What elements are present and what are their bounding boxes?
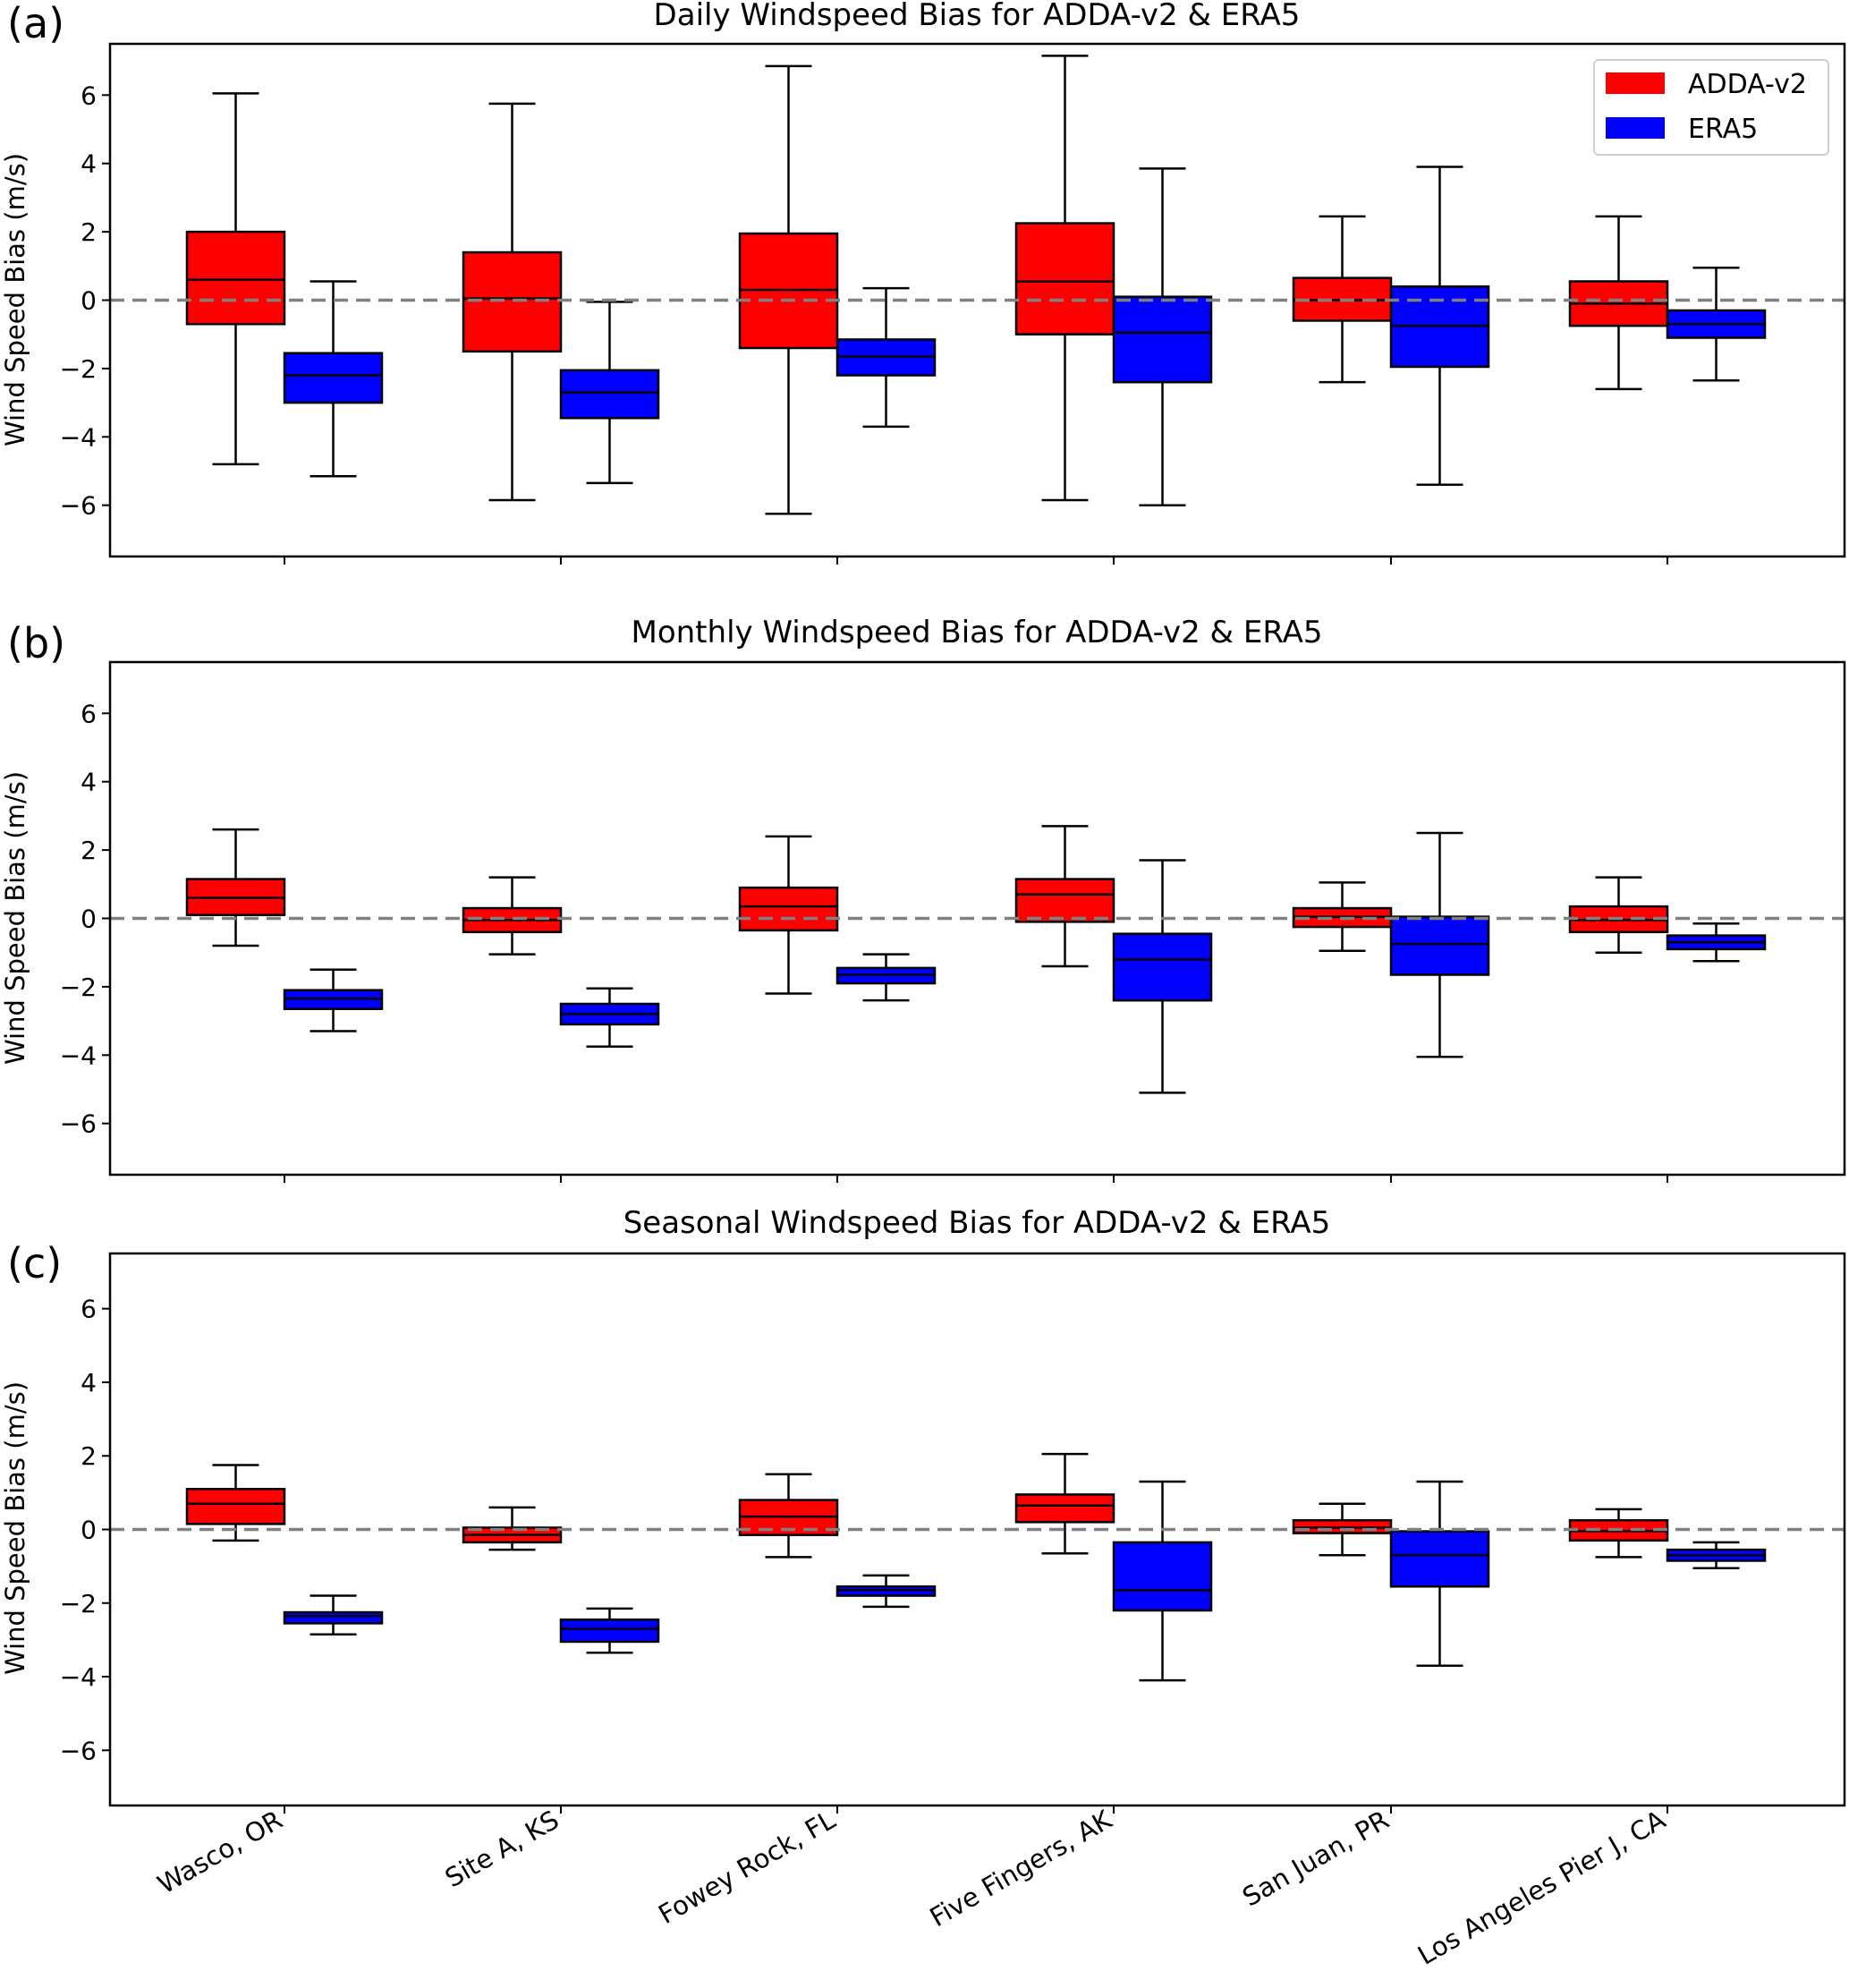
box-adda-v2 (1568, 215, 1669, 391)
box-era5 (835, 953, 937, 1002)
y-tick-label: −4 (60, 422, 97, 452)
y-tick-label: 4 (81, 768, 97, 797)
legend-swatch-era5 (1606, 117, 1665, 139)
y-tick-label: 0 (81, 1516, 97, 1545)
x-tick-label: Five Fingers, AK (925, 1804, 1118, 1933)
y-axis-label: Wind Speed Bias (m/s) (0, 771, 30, 1065)
panel-label: (b) (7, 619, 65, 667)
x-tick-label: Site A, KS (440, 1805, 564, 1894)
legend-swatch-adda (1606, 72, 1665, 94)
box-adda-v2 (738, 1473, 839, 1559)
box-adda-v2 (185, 828, 286, 947)
plot-frame (108, 660, 1846, 1177)
y-tick-label: 4 (81, 1368, 97, 1398)
y-axis-label: Wind Speed Bias (m/s) (0, 1381, 30, 1675)
box-adda-v2 (462, 102, 563, 502)
y-axis-label: Wind Speed Bias (m/s) (0, 153, 30, 446)
box-era5 (283, 280, 384, 478)
x-tick-labels: Wasco, OR Site A, KS Fowey Rock, FL Five… (152, 1804, 1670, 1971)
box-era5 (559, 1607, 660, 1654)
panel-b: (b) Monthly Windspeed Bias for ADDA-v2 &… (0, 615, 1846, 1183)
box-era5 (283, 968, 384, 1032)
x-tick-label: San Juan, PR (1237, 1805, 1394, 1913)
panel-label: (c) (7, 1239, 62, 1287)
y-tick-label: −4 (60, 1662, 97, 1692)
box-adda-v2 (1014, 1452, 1115, 1555)
y-tick-label: 0 (81, 905, 97, 934)
box-adda-v2 (1014, 825, 1115, 968)
y-tick-label: −6 (60, 1736, 97, 1765)
box-iqr (462, 251, 563, 353)
x-tick-label: Los Angeles Pier J, CA (1412, 1805, 1671, 1971)
y-tick-label: −6 (60, 491, 97, 521)
box-era5 (1389, 831, 1490, 1058)
box-adda-v2 (185, 1464, 286, 1542)
y-tick-label: −4 (60, 1041, 97, 1070)
y-tick-label: 0 (81, 286, 97, 316)
chart-title: Seasonal Windspeed Bias for ADDA-v2 & ER… (623, 1205, 1331, 1241)
box-adda-v2 (738, 64, 839, 515)
box-era5 (1112, 859, 1213, 1094)
x-tick-label: Fowey Rock, FL (653, 1805, 840, 1930)
box-era5 (1666, 922, 1767, 963)
y-tick-label: 6 (81, 81, 97, 110)
y-tick-label: −6 (60, 1109, 97, 1139)
box-era5 (559, 301, 660, 485)
box-era5 (283, 1594, 384, 1635)
box-era5 (1112, 1480, 1213, 1682)
box-iqr (1014, 1493, 1115, 1524)
legend: ADDA-v2 ERA5 (1593, 59, 1829, 156)
box-era5 (1666, 266, 1767, 382)
box-iqr (559, 369, 660, 420)
box-adda-v2 (462, 876, 563, 956)
panel-label: (a) (7, 0, 64, 47)
y-tick-label: 6 (81, 1295, 97, 1324)
chart-title: Daily Windspeed Bias for ADDA-v2 & ERA5 (654, 0, 1301, 33)
box-adda-v2 (462, 1506, 563, 1551)
box-iqr (1389, 1530, 1490, 1588)
box-iqr (738, 886, 839, 932)
box-iqr (1112, 1541, 1213, 1612)
chart-title: Monthly Windspeed Bias for ADDA-v2 & ERA… (632, 615, 1323, 650)
box-era5 (1389, 166, 1490, 487)
y-tick-label: −2 (60, 973, 97, 1002)
box-era5 (1666, 1541, 1767, 1569)
box-iqr (283, 352, 384, 404)
box-era5 (1389, 1480, 1490, 1667)
box-iqr (185, 230, 286, 326)
plot-frame (108, 42, 1846, 558)
box-iqr (559, 1618, 660, 1644)
box-adda-v2 (1568, 876, 1669, 954)
box-iqr (1014, 878, 1115, 923)
box-iqr (185, 1488, 286, 1525)
legend-label-adda: ADDA-v2 (1688, 69, 1807, 100)
y-tick-label: −2 (60, 354, 97, 384)
y-tick-label: 2 (81, 217, 97, 247)
y-tick-label: 2 (81, 836, 97, 865)
y-tick-label: 4 (81, 149, 97, 179)
y-tick-label: 6 (81, 699, 97, 728)
plot-frame (108, 1252, 1846, 1807)
box-iqr (1389, 915, 1490, 976)
box-iqr (1112, 295, 1213, 384)
panel-c: (c) Seasonal Windspeed Bias for ADDA-v2 … (0, 1205, 1846, 1814)
legend-label-era5: ERA5 (1688, 114, 1758, 145)
box-adda-v2 (738, 835, 839, 995)
box-adda-v2 (1292, 881, 1393, 953)
x-tick-label: Wasco, OR (152, 1805, 287, 1900)
box-era5 (835, 286, 937, 429)
box-adda-v2 (1568, 1508, 1669, 1559)
box-era5 (1112, 167, 1213, 506)
box-iqr (1112, 932, 1213, 1002)
panel-a: (a) Daily Windspeed Bias for ADDA-v2 & E… (0, 0, 1846, 565)
y-tick-label: −2 (60, 1589, 97, 1618)
y-tick-label: 2 (81, 1441, 97, 1471)
box-era5 (835, 1574, 937, 1609)
box-adda-v2 (185, 92, 286, 466)
box-iqr (283, 1610, 384, 1625)
box-iqr (1014, 222, 1115, 336)
box-era5 (559, 987, 660, 1048)
box-adda-v2 (1014, 55, 1115, 502)
